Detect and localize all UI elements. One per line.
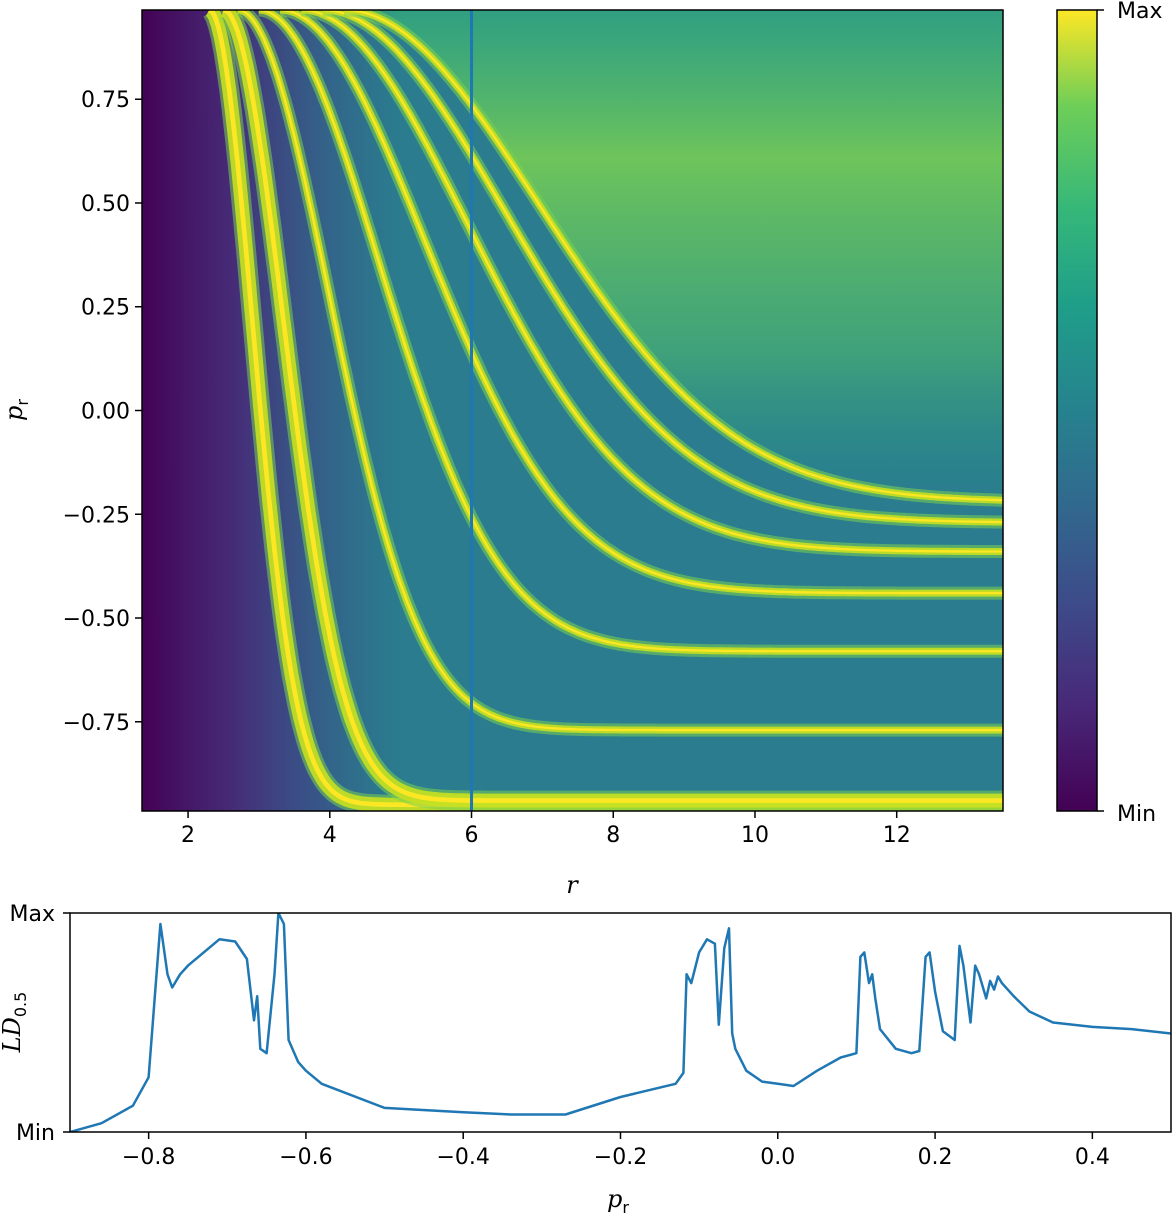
heatmap-y-tick-label: 0.25 — [81, 296, 130, 321]
heatmap-left-shade — [142, 10, 402, 811]
ridge-core — [258, 10, 1003, 653]
heatmap-y-label: pr — [0, 399, 32, 421]
line-frame — [69, 912, 1172, 1133]
ridge-core — [237, 10, 1003, 732]
heatmap-y-tick-label: 0.00 — [81, 400, 130, 425]
heatmap-x-label: r — [566, 871, 579, 899]
line-x-tick-label: −0.2 — [594, 1145, 647, 1170]
line-y-min-label: Min — [16, 1121, 55, 1146]
ridge-core — [280, 10, 1003, 595]
line-x-tick-label: −0.6 — [279, 1145, 332, 1170]
ridge-core — [322, 10, 1003, 524]
line-x-axis: −0.8 −0.6 −0.4 −0.2 0.0 0.2 0.4 — [122, 1132, 1110, 1170]
line-x-tick-label: 0.4 — [1075, 1145, 1110, 1170]
heatmap-y-tick-label: −0.25 — [63, 503, 130, 528]
line-y-label: LD0.5 — [0, 992, 30, 1054]
colorbar-gradient — [1056, 9, 1098, 812]
colorbar: Max Min — [1056, 0, 1162, 827]
line-x-tick-label: −0.4 — [437, 1145, 490, 1170]
line-x-tick-label: 0.0 — [760, 1145, 795, 1170]
line-x-tick-label: −0.8 — [122, 1145, 175, 1170]
heatmap-x-tick-label: 12 — [883, 823, 911, 848]
heatmap-x-tick-label: 4 — [323, 823, 337, 848]
heatmap-y-axis: 0.75 0.50 0.25 0.00 −0.25 −0.50 −0.75 — [63, 88, 142, 736]
ridge-core — [343, 10, 1003, 502]
heatmap-y-tick-label: 0.50 — [81, 192, 130, 217]
heatmap-x-tick-label: 2 — [181, 823, 195, 848]
line-x-label: pr — [607, 1185, 629, 1216]
heatmap-x-tick-label: 10 — [741, 823, 769, 848]
heatmap-y-tick-label: −0.50 — [63, 607, 130, 632]
heatmap-y-tick-label: −0.75 — [63, 711, 130, 736]
heatmap-ridges — [203, 10, 1003, 811]
colorbar-min-label: Min — [1117, 802, 1156, 827]
ridge-core — [301, 10, 1003, 553]
colorbar-max-label: Max — [1117, 0, 1162, 24]
heatmap-x-tick-label: 6 — [465, 823, 479, 848]
line-x-tick-label: 0.2 — [918, 1145, 953, 1170]
heatmap-x-tick-label: 8 — [606, 823, 620, 848]
line-y-max-label: Max — [10, 902, 55, 927]
line-panel: −0.8 −0.6 −0.4 −0.2 0.0 0.2 0.4 Max Min pr LD0… — [0, 902, 1172, 1216]
heatmap-y-tick-label: 0.75 — [81, 88, 130, 113]
heatmap-x-axis: 2 4 6 8 10 12 — [181, 811, 911, 848]
ridge-core — [222, 10, 1003, 803]
ld-series-line — [70, 913, 1171, 1132]
heatmap-panel: 2 4 6 8 10 12 0.75 0.50 0.25 0.00 −0.25 −0.50 −0.75… — [0, 9, 1004, 899]
